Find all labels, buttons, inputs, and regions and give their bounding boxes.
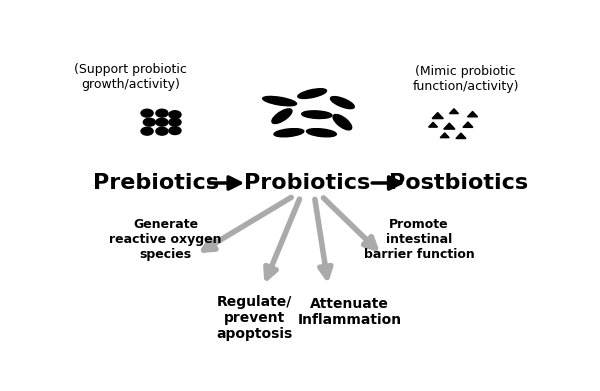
Circle shape bbox=[169, 118, 181, 126]
Polygon shape bbox=[440, 133, 449, 138]
Text: Regulate/
prevent
apoptosis: Regulate/ prevent apoptosis bbox=[216, 295, 292, 341]
Text: Postbiotics: Postbiotics bbox=[389, 173, 528, 193]
Ellipse shape bbox=[302, 111, 332, 118]
Ellipse shape bbox=[272, 109, 292, 124]
Ellipse shape bbox=[307, 129, 337, 137]
Text: (Support probiotic
growth/activity): (Support probiotic growth/activity) bbox=[74, 63, 187, 91]
Circle shape bbox=[169, 111, 181, 118]
Circle shape bbox=[156, 118, 168, 126]
Text: (Mimic probiotic
function/activity): (Mimic probiotic function/activity) bbox=[412, 65, 519, 93]
Polygon shape bbox=[467, 111, 478, 117]
Circle shape bbox=[156, 109, 168, 117]
Polygon shape bbox=[456, 133, 466, 138]
Ellipse shape bbox=[274, 129, 304, 137]
Polygon shape bbox=[463, 122, 473, 127]
Polygon shape bbox=[428, 122, 437, 127]
Polygon shape bbox=[444, 123, 455, 129]
Ellipse shape bbox=[331, 97, 354, 109]
Text: Generate
reactive oxygen
species: Generate reactive oxygen species bbox=[109, 218, 222, 261]
Circle shape bbox=[141, 109, 153, 117]
Text: Probiotics: Probiotics bbox=[244, 173, 371, 193]
Circle shape bbox=[169, 127, 181, 135]
Text: Prebiotics: Prebiotics bbox=[94, 173, 220, 193]
Text: Attenuate
Inflammation: Attenuate Inflammation bbox=[297, 297, 401, 327]
Polygon shape bbox=[449, 109, 458, 113]
Circle shape bbox=[156, 127, 168, 135]
Text: Promote
intestinal
barrier function: Promote intestinal barrier function bbox=[364, 218, 475, 261]
Ellipse shape bbox=[333, 115, 352, 130]
Ellipse shape bbox=[298, 89, 326, 99]
Ellipse shape bbox=[263, 97, 296, 106]
Circle shape bbox=[143, 118, 155, 126]
Circle shape bbox=[141, 127, 153, 135]
Polygon shape bbox=[432, 113, 443, 118]
